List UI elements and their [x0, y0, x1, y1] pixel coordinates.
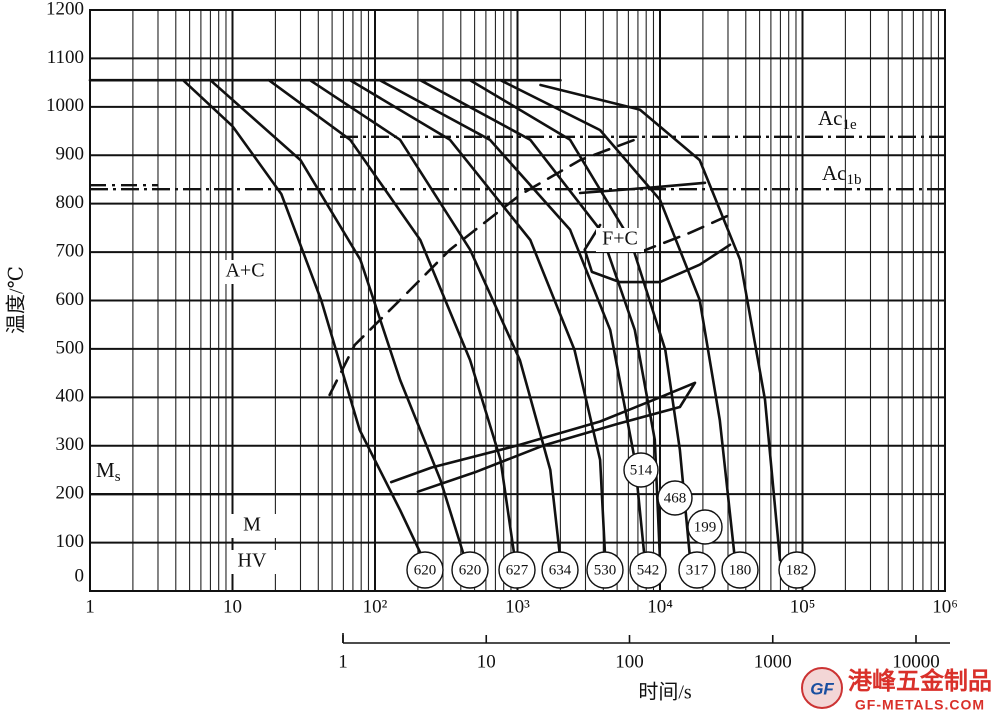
- y-tick-label: 0: [75, 565, 85, 586]
- hardness-label: 199: [694, 519, 717, 535]
- hardness-circle: [586, 551, 624, 589]
- y-axis-title: 温度/℃: [5, 266, 28, 334]
- y-tick-label: 200: [56, 483, 85, 504]
- brand-name: 港峰五金制品: [848, 667, 992, 695]
- logo-circle: [801, 667, 843, 709]
- watermark: GF 港峰五金制品 GF-METALS.COM: [801, 667, 992, 713]
- annotation-bg: [228, 514, 276, 538]
- y-tick-label: 900: [56, 144, 85, 165]
- curve: [348, 78, 607, 562]
- curve: [308, 78, 562, 562]
- curve: [578, 181, 707, 195]
- hardness-circle: [498, 551, 536, 589]
- y-tick-label: 800: [56, 192, 85, 213]
- curve: [389, 381, 697, 493]
- reference-label: Ms: [96, 458, 121, 486]
- hardness-circle: [541, 551, 579, 589]
- hardness-label: 514: [630, 462, 653, 478]
- x-tick-label: 10: [223, 596, 242, 617]
- hardness-label: 468: [664, 490, 687, 506]
- logo-text: GF: [810, 679, 834, 698]
- hardness-label: 627: [506, 562, 529, 578]
- x2-tick-label: 1: [338, 651, 348, 672]
- reference-label-main: M: [96, 458, 115, 482]
- reference-label: Ac1e: [818, 106, 857, 134]
- hardness-label: 620: [414, 562, 437, 578]
- curve: [539, 83, 782, 562]
- y-tick-label: 500: [56, 337, 85, 358]
- hardness-circle: [623, 452, 659, 488]
- hardness-label: 542: [637, 562, 660, 578]
- reference-label-sub: 1b: [847, 172, 862, 188]
- x-tick-label: 10³: [505, 596, 530, 617]
- reference-label-sub: s: [115, 469, 121, 485]
- hardness-circle: [629, 551, 667, 589]
- y-tick-label: 400: [56, 386, 85, 407]
- curves: [88, 78, 945, 573]
- curve: [181, 78, 431, 573]
- hardness-circle: [678, 551, 716, 589]
- reference-label-main: Ac: [818, 106, 843, 130]
- hardness-label: 634: [549, 562, 572, 578]
- hardness-circle: [657, 480, 693, 516]
- x2-tick-label: 10: [477, 651, 496, 672]
- curve: [468, 78, 692, 562]
- y-tick-label: 1000: [46, 95, 84, 116]
- annotation: HV: [238, 550, 267, 572]
- hardness-label: 180: [729, 562, 752, 578]
- annotation-bg: [221, 260, 269, 284]
- curve: [583, 223, 732, 284]
- curve: [328, 136, 642, 397]
- labels: 1 10 10² 10³ 10⁴ 10⁵ 10⁶ 0 100 200 300 400 500 600 700…: [46, 0, 958, 672]
- x2-tick-label: 1000: [754, 651, 792, 672]
- x2-tick-label: 10000: [892, 651, 940, 672]
- y-tick-label: 1200: [46, 0, 84, 19]
- hardness-label: 317: [686, 562, 709, 578]
- hardness-circle: [406, 551, 444, 589]
- curve: [499, 78, 737, 562]
- brand-site: GF-METALS.COM: [855, 697, 985, 713]
- x-axis-title: 时间/s: [638, 681, 692, 704]
- hardness-circle: [451, 551, 489, 589]
- annotation: A+C: [225, 260, 264, 282]
- hardness-circle: [721, 551, 759, 589]
- hardness-label: 620: [459, 562, 482, 578]
- reference-label-sub: 1e: [843, 117, 858, 133]
- annotation: M: [243, 514, 261, 536]
- hardness-label: 530: [594, 562, 617, 578]
- curve: [267, 78, 517, 562]
- x-tick-label: 10⁵: [790, 596, 816, 617]
- annotation: F+C: [602, 228, 638, 250]
- y-tick-label: 100: [56, 531, 85, 552]
- y-tick-label: 700: [56, 240, 85, 261]
- annotation-bg: [596, 228, 644, 252]
- hardness-circle: [778, 551, 816, 589]
- hardness-label: 182: [786, 562, 809, 578]
- x-tick-label: 10⁴: [647, 596, 673, 617]
- y-tick-label: 1100: [47, 47, 84, 68]
- reference-label: Ac1b: [822, 161, 862, 189]
- reference-label-main: Ac: [822, 161, 847, 185]
- x-tick-label: 10⁶: [932, 596, 958, 617]
- x-tick-label: 10²: [363, 596, 388, 617]
- y-tick-label: 600: [56, 289, 85, 310]
- x-tick-label: 1: [85, 596, 95, 617]
- x2-tick-label: 100: [615, 651, 644, 672]
- annotation-bg: [228, 550, 276, 574]
- y-tick-label: 300: [56, 434, 85, 455]
- hardness-circle: [687, 509, 723, 545]
- curve: [638, 213, 732, 254]
